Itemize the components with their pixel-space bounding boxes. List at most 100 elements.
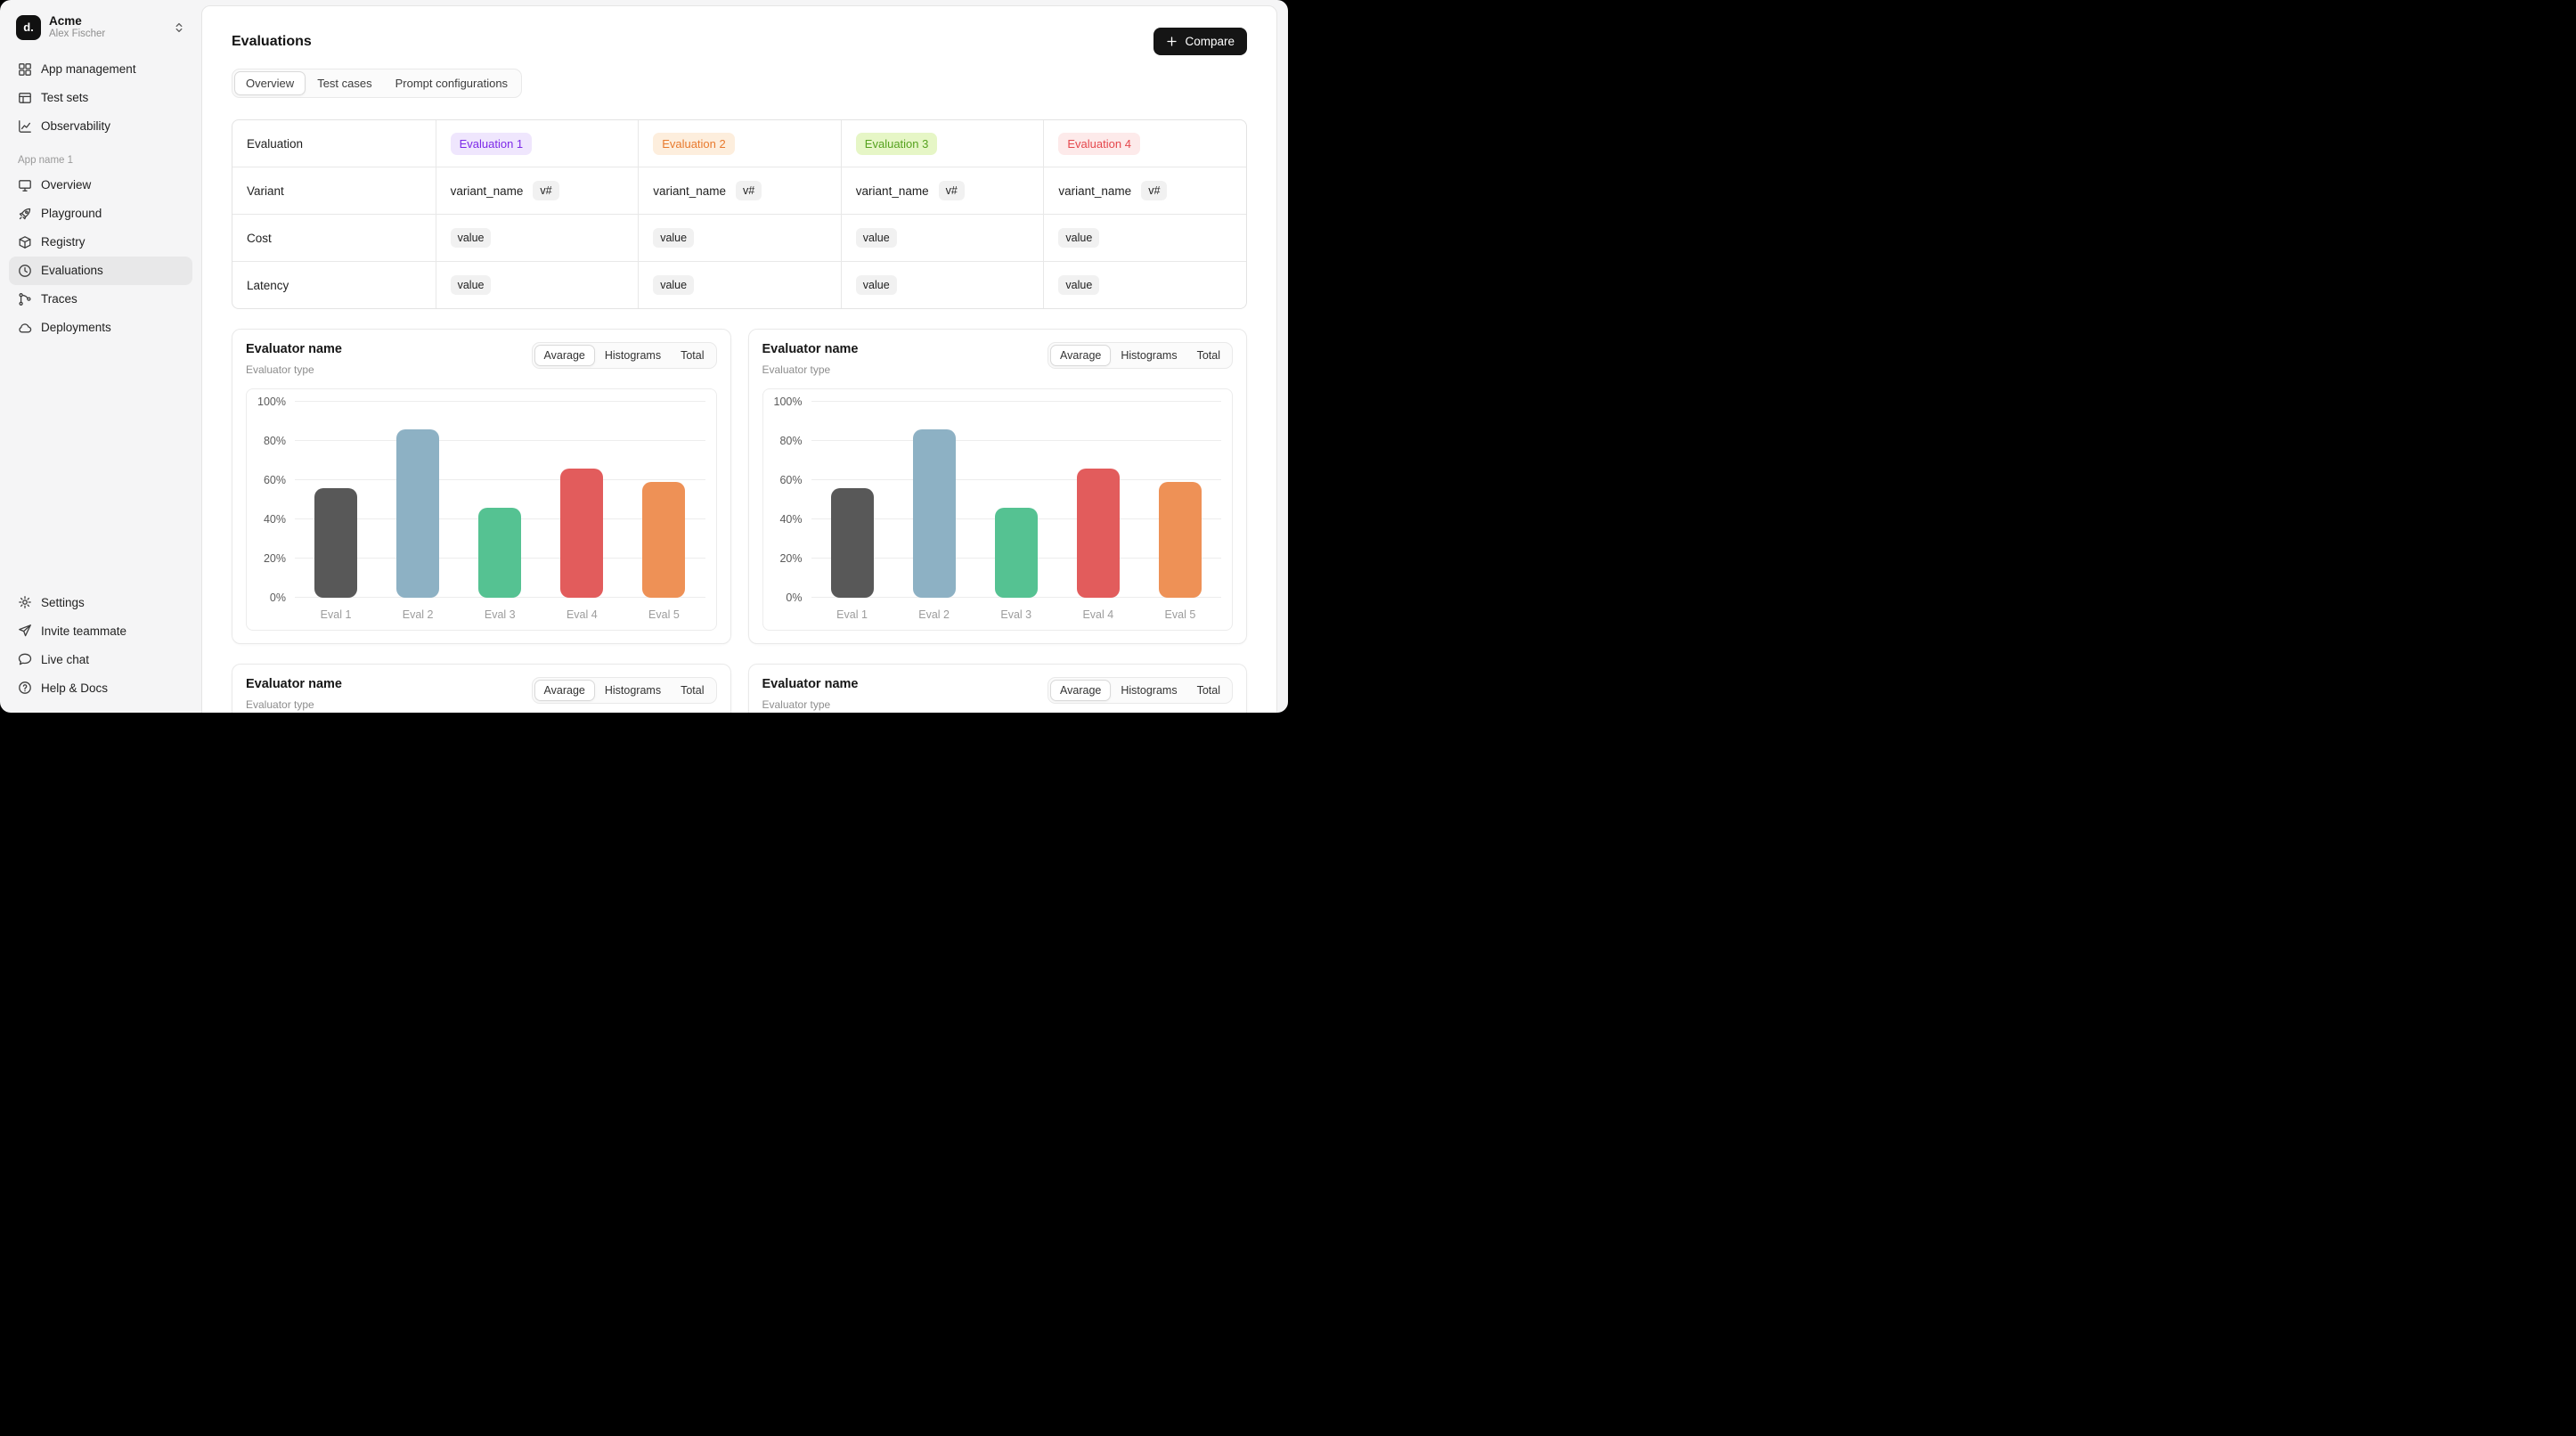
y-axis-label: 100% xyxy=(773,396,803,408)
tab-total[interactable]: Total xyxy=(671,345,713,366)
sidebar-item-registry[interactable]: Registry xyxy=(9,228,192,257)
tab-average[interactable]: Avarage xyxy=(1050,345,1112,366)
evaluation-name-pill[interactable]: Evaluation 1 xyxy=(450,132,533,155)
y-axis-label: 80% xyxy=(779,435,803,447)
sidebar-item-label: Deployments xyxy=(41,321,111,335)
chat-bubble-icon xyxy=(18,652,32,666)
bar-eval-1[interactable] xyxy=(830,487,874,598)
sidebar-item-deployments[interactable]: Deployments xyxy=(9,314,192,342)
evaluator-cards-row-1: Evaluator name Evaluator type Avarage Hi… xyxy=(232,329,1247,644)
evaluator-card-heading: Evaluator name Evaluator type xyxy=(246,342,342,376)
tab-histograms[interactable]: Histograms xyxy=(595,680,671,701)
y-axis-label: 60% xyxy=(779,474,803,486)
sidebar-item-overview[interactable]: Overview xyxy=(9,171,192,200)
clock-icon xyxy=(18,264,32,278)
gridline xyxy=(295,479,705,480)
chart-view-switch: Avarage Histograms Total xyxy=(531,342,717,369)
view-tabs: Overview Test cases Prompt configuration… xyxy=(232,69,523,98)
monitor-icon xyxy=(18,178,32,192)
paper-plane-icon xyxy=(18,624,32,638)
bar-chart: 100% 80% 60% 40% 20% 0% xyxy=(246,388,717,631)
bar-eval-5[interactable] xyxy=(642,482,686,598)
workspace-selector[interactable]: d. Acme Alex Fischer xyxy=(9,12,192,43)
sidebar-item-app-management[interactable]: App management xyxy=(9,55,192,84)
cost-value-badge: value xyxy=(653,228,695,248)
tab-test-cases[interactable]: Test cases xyxy=(306,71,383,95)
evaluator-name: Evaluator name xyxy=(246,677,342,691)
x-axis-label: Eval 1 xyxy=(320,608,352,621)
sidebar-item-observability[interactable]: Observability xyxy=(9,112,192,141)
bar-eval-5[interactable] xyxy=(1158,482,1202,598)
sidebar-item-evaluations[interactable]: Evaluations xyxy=(9,256,192,285)
tab-prompt-configurations[interactable]: Prompt configurations xyxy=(384,71,519,95)
tab-histograms[interactable]: Histograms xyxy=(595,345,671,366)
evaluator-card: Evaluator name Evaluator type Avarage Hi… xyxy=(232,664,731,713)
evaluation-name-pill[interactable]: Evaluation 2 xyxy=(653,132,735,155)
variant-name-text: variant_name xyxy=(653,184,726,198)
bar-eval-2[interactable] xyxy=(396,428,440,598)
cost-value-badge: value xyxy=(450,228,492,248)
sidebar-item-label: Evaluations xyxy=(41,264,103,278)
sidebar-item-traces[interactable]: Traces xyxy=(9,285,192,314)
table-row-cost: Cost value value value value xyxy=(232,214,1246,261)
latency-value-badge: value xyxy=(855,275,897,295)
gridline xyxy=(295,401,705,402)
plus-icon xyxy=(1166,36,1178,47)
sidebar-item-invite-teammate[interactable]: Invite teammate xyxy=(9,616,192,645)
evaluator-type: Evaluator type xyxy=(762,698,831,711)
tab-total[interactable]: Total xyxy=(1187,680,1230,701)
branch-icon xyxy=(18,292,32,306)
chart-line-icon xyxy=(18,119,32,134)
question-circle-icon xyxy=(18,681,32,695)
workspace-logo: d. xyxy=(16,14,41,40)
sidebar-item-label: App management xyxy=(41,62,136,77)
sidebar-item-label: Overview xyxy=(41,178,92,192)
table-icon xyxy=(18,91,32,105)
tab-total[interactable]: Total xyxy=(1187,345,1230,366)
evaluator-type: Evaluator type xyxy=(246,363,314,376)
table-row-latency: Latency value value value value xyxy=(232,261,1246,308)
rocket-icon xyxy=(18,207,32,221)
tab-average[interactable]: Avarage xyxy=(534,680,595,701)
bar-eval-1[interactable] xyxy=(314,487,358,598)
tab-histograms[interactable]: Histograms xyxy=(1111,680,1186,701)
tab-overview[interactable]: Overview xyxy=(234,71,306,95)
table-row-evaluation: Evaluation Evaluation 1 Evaluation 2 Eva… xyxy=(232,120,1246,167)
bar-eval-2[interactable] xyxy=(912,428,956,598)
evaluation-name-pill[interactable]: Evaluation 4 xyxy=(1058,132,1140,155)
table-row-label: Cost xyxy=(247,231,272,245)
x-axis-label: Eval 4 xyxy=(1082,608,1114,621)
tab-average[interactable]: Avarage xyxy=(534,345,595,366)
evaluator-name: Evaluator name xyxy=(246,342,342,356)
sidebar-item-label: Playground xyxy=(41,207,102,221)
bar-eval-3[interactable] xyxy=(478,507,522,598)
latency-value-badge: value xyxy=(450,275,492,295)
y-axis: 100% 80% 60% 40% 20% 0% xyxy=(770,396,811,604)
evaluator-card-heading: Evaluator name Evaluator type xyxy=(762,342,859,376)
sidebar-item-label: Observability xyxy=(41,119,111,134)
cloud-icon xyxy=(18,321,32,335)
sidebar-item-test-sets[interactable]: Test sets xyxy=(9,84,192,112)
evaluation-name-pill[interactable]: Evaluation 3 xyxy=(855,132,938,155)
gear-icon xyxy=(18,595,32,609)
sidebar-item-settings[interactable]: Settings xyxy=(9,588,192,616)
variant-version-badge: v# xyxy=(938,181,965,200)
evaluator-card-heading: Evaluator name Evaluator type xyxy=(246,677,342,711)
tab-average[interactable]: Avarage xyxy=(1050,680,1112,701)
compare-button[interactable]: Compare xyxy=(1153,28,1247,55)
tab-histograms[interactable]: Histograms xyxy=(1111,345,1186,366)
tab-total[interactable]: Total xyxy=(671,680,713,701)
latency-value-badge: value xyxy=(653,275,695,295)
sidebar-item-label: Settings xyxy=(41,595,85,609)
sidebar-item-label: Registry xyxy=(41,235,86,249)
x-axis-label: Eval 3 xyxy=(1000,608,1032,621)
sidebar-item-playground[interactable]: Playground xyxy=(9,200,192,228)
workspace-name: Acme xyxy=(49,14,82,28)
bar-eval-4[interactable] xyxy=(1076,468,1120,598)
bar-eval-3[interactable] xyxy=(994,507,1038,598)
bar-eval-4[interactable] xyxy=(560,468,604,598)
sidebar-item-help-docs[interactable]: Help & Docs xyxy=(9,673,192,702)
chevron-updown-icon xyxy=(173,21,185,34)
sidebar-spacer xyxy=(9,342,192,588)
sidebar-item-live-chat[interactable]: Live chat xyxy=(9,645,192,673)
